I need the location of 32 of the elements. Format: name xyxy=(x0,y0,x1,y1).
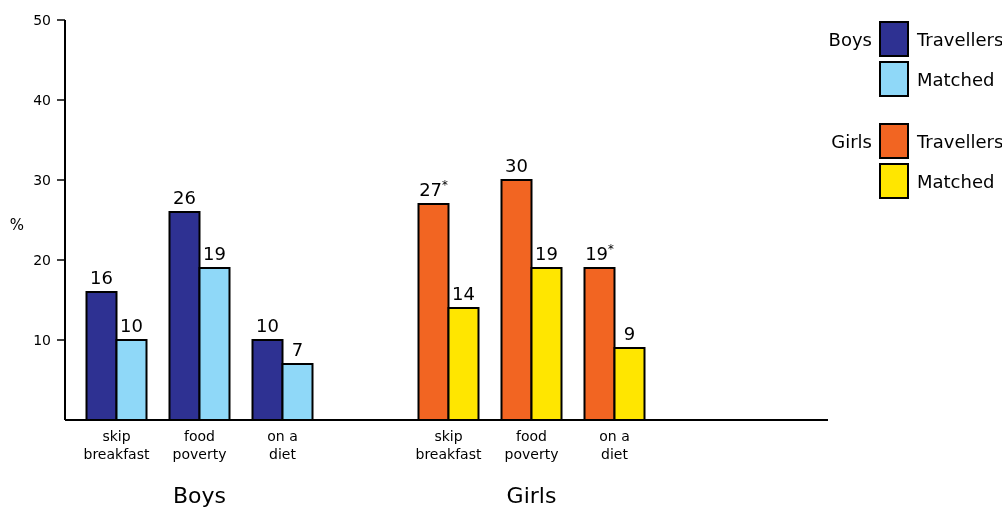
data-label: 19 xyxy=(203,243,226,264)
x-tick-label: skip breakfast xyxy=(83,428,150,462)
data-label: 27$^{*}$ xyxy=(419,178,449,200)
x-tick-label: food poverty xyxy=(504,428,559,462)
legend-label: Matched xyxy=(917,69,995,90)
data-label: 16 xyxy=(90,267,113,288)
text: Boys xyxy=(172,483,227,508)
text: Girls xyxy=(506,483,557,508)
data-label: 7 xyxy=(291,339,304,360)
data-label: 19$^{*}$ xyxy=(585,242,615,264)
x-tick-label: on a diet xyxy=(267,428,298,462)
data-label: 19 xyxy=(535,243,558,264)
y-tick-label: 40 xyxy=(33,92,51,108)
text: Boys xyxy=(828,29,872,50)
data-label: 30 xyxy=(505,155,528,176)
y-tick-label: 30 xyxy=(33,172,51,188)
x-tick-label: skip breakfast xyxy=(415,428,482,462)
y-tick-label: 10 xyxy=(33,332,51,348)
data-label: 9 xyxy=(623,323,636,344)
data-label: 10 xyxy=(256,315,279,336)
y-axis-title: % xyxy=(9,216,25,234)
legend-label: Travellers xyxy=(916,29,1002,50)
legend-label: Travellers xyxy=(916,131,1002,152)
x-tick-label: on a diet xyxy=(599,428,630,462)
data-label: 14 xyxy=(452,283,475,304)
text: Girls xyxy=(831,131,872,152)
y-tick-label: 20 xyxy=(33,252,51,268)
legend-label: Matched xyxy=(917,171,995,192)
y-tick-label: 50 xyxy=(33,12,51,28)
data-label: 26 xyxy=(173,187,196,208)
data-label: 10 xyxy=(120,315,143,336)
x-tick-label: food poverty xyxy=(172,428,227,462)
